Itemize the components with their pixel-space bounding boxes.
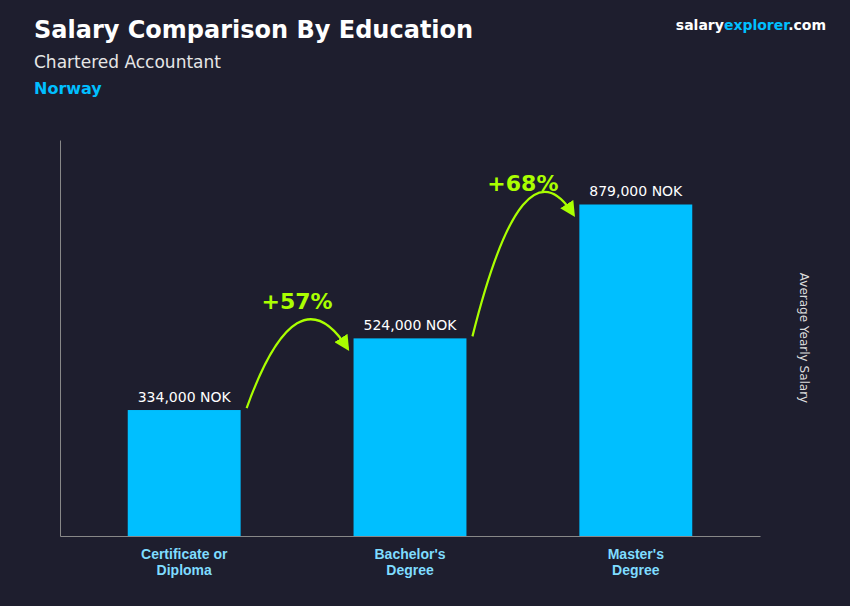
brand-part: explorer [724,17,790,33]
x-axis-line [61,536,761,537]
x-tick-label-line: Diploma [157,562,212,578]
background [0,0,850,606]
x-tick-label: Certificate orDiploma [141,546,228,579]
x-tick-label-line: Degree [386,562,434,578]
bar [128,410,241,536]
x-tick-label-line: Degree [612,562,660,578]
subtitle: Chartered Accountant [34,52,221,72]
brand-part: .com [788,17,826,33]
change-label: +68% [487,171,558,196]
value-label: 879,000 NOK [589,183,683,199]
header-annotation: Norway [34,79,102,98]
change-label: +57% [262,289,333,314]
y-axis [60,141,61,537]
x-tick: Certificate orDiploma [141,546,228,579]
chart-container: Salary Comparison By Education Chartered … [0,0,850,606]
bar [354,338,467,536]
bars [128,204,693,536]
chart-svg: Salary Comparison By Education Chartered … [0,0,850,606]
x-tick-label: Master'sDegree [608,546,664,579]
x-axis: Certificate orDiplomaBachelor'sDegreeMas… [61,537,761,579]
y-axis-label: Average Yearly Salary [797,273,811,403]
y-axis-line [60,141,61,537]
brand: salaryexplorer.com [676,17,826,33]
x-tick: Master'sDegree [608,546,664,579]
x-tick-label: Bachelor'sDegree [374,546,445,579]
change-arrow [472,192,573,337]
title: Salary Comparison By Education [34,16,473,44]
x-tick-label-line: Master's [608,546,664,562]
x-tick: Bachelor'sDegree [374,546,445,579]
value-label: 334,000 NOK [138,389,232,405]
change-arrow [247,319,348,408]
brand-part: salary [676,17,724,33]
x-tick-label-line: Certificate or [141,546,228,562]
x-tick-label-line: Bachelor's [374,546,445,562]
bar [579,204,692,536]
value-label: 524,000 NOK [363,317,457,333]
plot: Certificate orDiplomaBachelor'sDegreeMas… [61,141,761,579]
